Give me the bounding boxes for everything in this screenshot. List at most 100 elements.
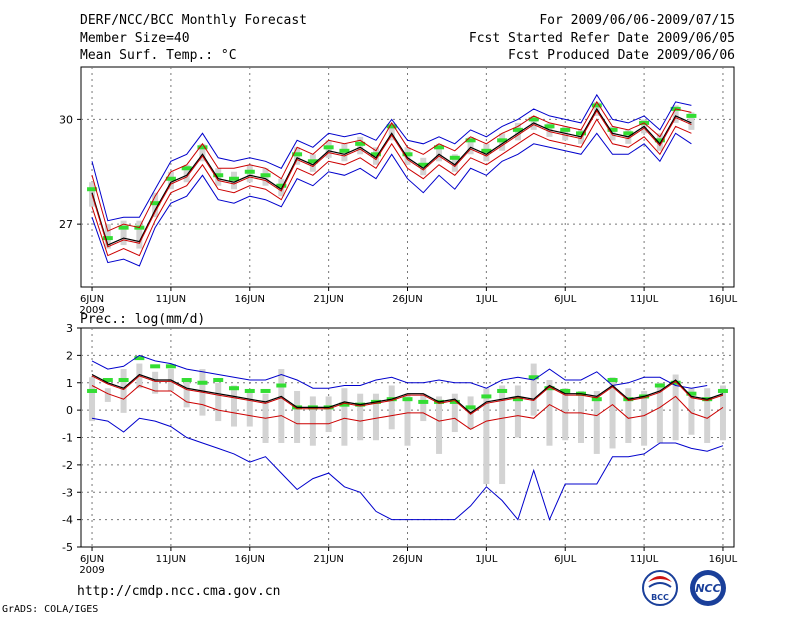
obs-marker: [418, 399, 429, 404]
obs-marker: [449, 155, 460, 160]
mean-line: [91, 375, 724, 415]
grads-credit: GrADS: COLA/IGES: [2, 604, 99, 615]
obs-marker: [260, 173, 271, 178]
spread-bar: [719, 385, 726, 441]
x-year-label: 2009: [79, 565, 104, 576]
obs-marker: [276, 183, 287, 188]
y-tick-label: 1: [66, 377, 73, 390]
spread-bar: [546, 380, 553, 446]
obs-marker: [197, 380, 208, 385]
x-tick-label: 6JUL: [554, 294, 577, 305]
spread-bar: [641, 390, 648, 446]
spread-bar: [483, 388, 490, 485]
obs-marker: [323, 145, 334, 150]
x-tick-label: 6JUN: [80, 554, 104, 565]
y-tick-label: -4: [62, 514, 73, 527]
spread-bar: [246, 390, 253, 427]
spread-bar: [215, 382, 222, 422]
x-tick-label: 11JUL: [630, 294, 659, 305]
obs-marker: [213, 378, 224, 383]
spread-bar: [183, 164, 190, 183]
obs-marker: [512, 397, 523, 402]
x-tick-label: 11JUN: [156, 294, 186, 305]
spread-bar: [89, 377, 96, 422]
obs-marker: [576, 131, 587, 136]
y-tick-label: 0: [66, 404, 73, 417]
obs-marker: [181, 166, 192, 171]
bcc-logo-text: BCC: [651, 593, 669, 602]
x-tick-label: 1JUL: [475, 294, 498, 305]
spread-bar: [309, 396, 316, 446]
spread-bar: [451, 154, 458, 172]
spread-bar: [578, 390, 585, 443]
x-tick-label: 21JUN: [313, 294, 343, 305]
x-tick-label: 16JUN: [235, 554, 265, 565]
obs-marker: [150, 364, 161, 369]
spread-bar: [609, 377, 616, 449]
obs-marker: [150, 201, 161, 206]
obs-marker: [465, 405, 476, 410]
min-line: [91, 132, 692, 267]
obs-marker: [87, 187, 98, 192]
spread-bar: [451, 393, 458, 433]
spread-bar: [120, 369, 127, 413]
obs-marker: [607, 378, 618, 383]
obs-marker: [339, 402, 350, 407]
spread-bar: [593, 390, 600, 454]
spread-bar: [357, 393, 364, 441]
x-tick-label: 6JUL: [554, 554, 577, 565]
x-tick-label: 16JUN: [235, 294, 265, 305]
spread-bar: [278, 369, 285, 443]
obs-marker: [528, 117, 539, 122]
y-tick-label: -1: [62, 432, 73, 445]
y-tick-label: 3: [66, 322, 73, 335]
x-tick-label: 16JUL: [709, 554, 738, 565]
y-tick-label: 30: [59, 113, 73, 126]
spread-bar: [183, 380, 190, 408]
upper-band-line: [91, 100, 692, 232]
obs-marker: [355, 141, 366, 146]
spread-bar: [562, 388, 569, 441]
obs-marker: [686, 113, 697, 118]
obs-marker: [591, 397, 602, 402]
obs-marker: [402, 152, 413, 157]
x-tick-label: 1JUL: [475, 554, 498, 565]
obs-marker: [560, 127, 571, 132]
spread-bar: [136, 220, 143, 249]
variable-label: Mean Surf. Temp.: °C: [80, 48, 237, 63]
x-tick-label: 6JUN: [80, 294, 104, 305]
obs-marker: [244, 388, 255, 393]
obs-marker: [544, 124, 555, 129]
lower-band-line: [91, 118, 692, 257]
obs-marker: [481, 148, 492, 153]
source-url[interactable]: http://cmdp.ncc.cma.gov.cn: [77, 584, 281, 599]
obs-marker: [434, 145, 445, 150]
institution-logos: BCC NCC: [642, 570, 726, 606]
mean-line: [91, 109, 692, 248]
obs-marker: [165, 176, 176, 181]
spread-bar: [404, 393, 411, 446]
spread-bar: [199, 143, 206, 162]
obs-marker: [386, 124, 397, 129]
spread-bar: [436, 143, 443, 162]
obs-marker: [512, 127, 523, 132]
obs-marker: [292, 152, 303, 157]
y-tick-label: -5: [62, 541, 73, 554]
spread-bar: [672, 105, 679, 123]
obs-marker: [228, 386, 239, 391]
obs-marker: [307, 159, 318, 164]
spread-bar: [656, 382, 663, 443]
spread-bar: [436, 396, 443, 454]
chart-title: DERF/NCC/BCC Monthly Forecast: [80, 13, 307, 28]
lower-band-line: [91, 384, 724, 430]
spread-bar: [230, 385, 237, 427]
spread-bar: [530, 363, 537, 416]
spread-bar: [499, 385, 506, 485]
obs-marker: [591, 103, 602, 108]
spread-bar: [120, 220, 127, 246]
obs-marker: [481, 394, 492, 399]
spread-bar: [467, 136, 474, 155]
obs-marker: [497, 388, 508, 393]
obs-marker: [607, 127, 618, 132]
